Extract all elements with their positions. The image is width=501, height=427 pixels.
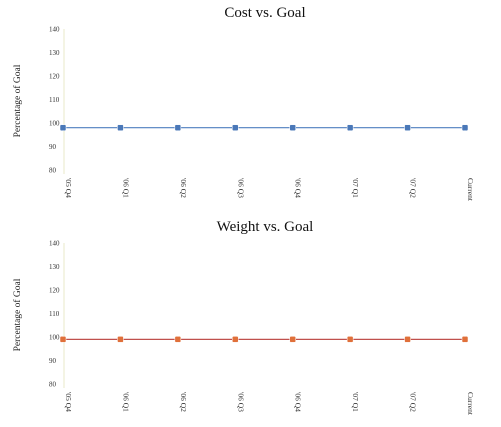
data-point-marker <box>59 124 67 131</box>
y-tick-label: 110 <box>49 310 60 318</box>
data-point-marker <box>346 336 354 343</box>
data-point-marker <box>289 124 296 131</box>
x-tick-label: '06 Q3 <box>236 178 245 198</box>
data-point-marker <box>232 124 239 131</box>
x-tick-label: '05 Q4 <box>64 178 73 198</box>
x-tick-label: '07 Q1 <box>351 178 360 198</box>
chart-title: Weight vs. Goal <box>217 219 314 235</box>
y-tick-label: 100 <box>49 334 60 342</box>
data-point-marker <box>289 336 296 343</box>
data-point-marker <box>404 336 411 343</box>
x-tick-label: '05 Q4 <box>64 392 73 412</box>
data-point-marker <box>174 336 182 343</box>
y-tick-label: 100 <box>49 120 60 128</box>
data-point-marker <box>404 124 411 131</box>
x-tick-label: '06 Q2 <box>179 392 188 412</box>
data-point-marker <box>117 124 124 131</box>
y-tick-label: 110 <box>49 96 60 104</box>
chart-weight-vs-goal: Weight vs. Goal Percentage of Goal 80 90 100… <box>12 219 475 416</box>
y-tick-label: 90 <box>49 357 57 365</box>
x-tick-label: '06 Q2 <box>179 178 188 198</box>
data-point-marker <box>174 124 182 131</box>
y-tick-label: 80 <box>49 381 57 389</box>
y-tick-label: 90 <box>49 143 57 151</box>
x-tick-label: '06 Q1 <box>121 178 130 198</box>
data-point-marker <box>346 124 354 131</box>
y-tick-label: 130 <box>49 49 60 57</box>
y-tick-label: 120 <box>49 73 60 81</box>
x-tick-label: '07 Q2 <box>409 392 418 412</box>
y-tick-label: 120 <box>49 287 60 295</box>
y-tick-label: 80 <box>49 167 57 175</box>
x-tick-label: '07 Q2 <box>409 178 418 198</box>
data-point-marker <box>59 336 67 343</box>
y-tick-label: 140 <box>49 26 60 34</box>
y-axis-label: Percentage of Goal <box>12 278 23 351</box>
x-tick-label: '07 Q1 <box>351 392 360 412</box>
data-point-marker <box>461 336 469 343</box>
x-tick-label: '06 Q4 <box>294 392 303 412</box>
x-tick-label: Current <box>466 392 475 416</box>
y-axis-label: Percentage of Goal <box>12 64 23 137</box>
data-point-marker <box>117 336 124 343</box>
x-tick-label: '06 Q4 <box>294 178 303 198</box>
chart-title: Cost vs. Goal <box>224 5 305 21</box>
y-tick-label: 140 <box>49 240 60 248</box>
data-point-marker <box>232 336 239 343</box>
x-tick-label: '06 Q3 <box>236 392 245 412</box>
x-tick-label: '06 Q1 <box>121 392 130 412</box>
x-tick-label: Current <box>466 178 475 202</box>
y-tick-label: 130 <box>49 263 60 271</box>
chart-cost-vs-goal: Cost vs. Goal Percentage of Goal 80 90 100 11… <box>12 5 475 202</box>
data-point-marker <box>461 124 469 131</box>
